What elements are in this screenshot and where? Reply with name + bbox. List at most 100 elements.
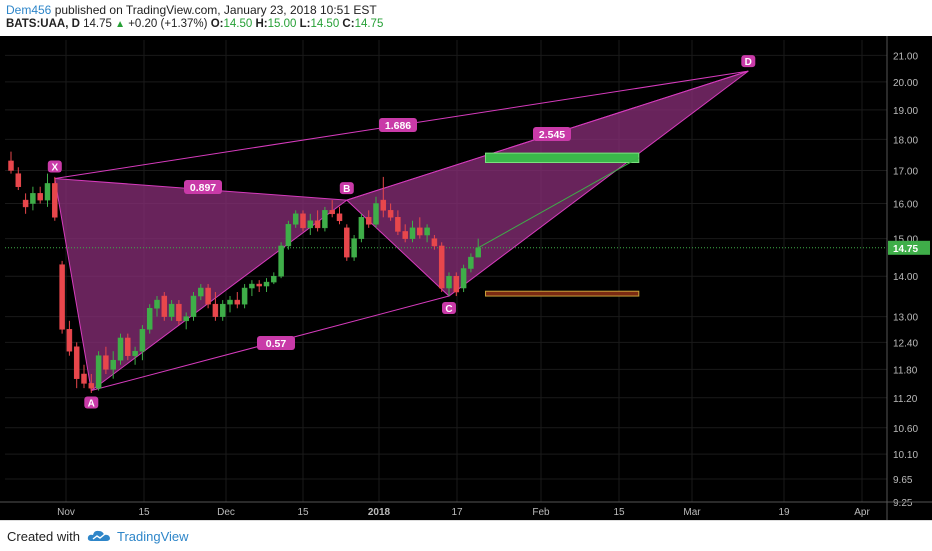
- candle-body: [249, 283, 255, 289]
- candle: [176, 300, 182, 326]
- candle-body: [44, 183, 51, 201]
- tradingview-link[interactable]: TradingView: [117, 529, 189, 544]
- x-tick-label: 15: [138, 507, 150, 518]
- point-label-bg: [339, 182, 354, 195]
- candle-body: [59, 264, 65, 330]
- x-tick-label: 15: [613, 507, 625, 518]
- candle-body: [66, 329, 73, 352]
- candle: [409, 220, 416, 243]
- point-label-text: A: [88, 399, 95, 410]
- point-label-a: A: [84, 396, 99, 410]
- candle-body: [424, 227, 430, 236]
- candle-body: [365, 217, 372, 225]
- y-tick-label: 9.65: [893, 475, 913, 486]
- ratio-label-text: 0.57: [266, 338, 287, 350]
- candle: [146, 304, 153, 334]
- candle-body: [292, 213, 299, 225]
- candle: [344, 224, 350, 261]
- point-label-b: B: [339, 182, 354, 195]
- ratio-label: 0.57: [257, 336, 295, 350]
- time-axis[interactable]: Nov 15 Dec 15 2018 17 Feb 15 Mar 19 Apr: [0, 501, 932, 518]
- candle: [249, 280, 255, 297]
- candle: [402, 224, 408, 243]
- candle-body: [198, 287, 204, 297]
- y-tick-label: 11.20: [893, 394, 918, 405]
- high-label: H:: [255, 18, 268, 30]
- last-price-label: 14.75: [893, 244, 918, 255]
- ratio-label-bg: [184, 180, 222, 194]
- candle-body: [387, 210, 394, 218]
- candle: [132, 346, 138, 365]
- ratio-label-bg: [257, 336, 295, 350]
- price-chart[interactable]: X A B C D 0.897 1.686 0.57 2.545 21.00 20.00 19.00…: [0, 36, 932, 520]
- candle-body: [460, 268, 467, 289]
- candle: [212, 292, 219, 321]
- candle-body: [285, 224, 292, 247]
- candle-body: [117, 337, 124, 361]
- candle: [30, 186, 36, 211]
- candle-body: [88, 383, 95, 389]
- candle-body: [438, 245, 445, 289]
- candle: [8, 151, 14, 174]
- candle-body: [146, 308, 153, 330]
- candle: [373, 196, 379, 228]
- candle: [417, 217, 423, 239]
- candle: [307, 213, 314, 236]
- candle-body: [30, 193, 36, 204]
- candle-body: [380, 199, 387, 211]
- candle-body: [241, 287, 248, 305]
- candle-body: [125, 337, 131, 356]
- x-tick-label: 19: [778, 507, 790, 518]
- candle-body: [234, 299, 241, 305]
- zones: [5, 152, 887, 297]
- point-label-text: X: [51, 163, 58, 174]
- candle-body: [168, 303, 175, 317]
- candle: [300, 210, 306, 232]
- author-link[interactable]: Dem456: [6, 3, 52, 17]
- candle-body: [351, 238, 357, 258]
- candle-body: [300, 213, 306, 229]
- pattern-labels: X A B C D 0.897 1.686 0.57 2.545: [47, 55, 756, 410]
- candle-body: [468, 256, 474, 269]
- ratio-label: 2.545: [533, 127, 571, 141]
- candle-body: [161, 295, 168, 317]
- candle-body: [322, 210, 328, 229]
- candle-body: [73, 346, 80, 379]
- candle-body: [154, 299, 160, 309]
- candle: [59, 260, 65, 334]
- candle-body: [212, 303, 219, 317]
- open-label: O:: [210, 18, 224, 30]
- candle: [358, 213, 365, 243]
- candle-body: [329, 210, 335, 215]
- candle-body: [183, 316, 189, 322]
- y-tick-label: 11.80: [893, 365, 918, 376]
- candle: [66, 320, 73, 356]
- target-zone: [485, 152, 640, 164]
- candle: [424, 224, 430, 243]
- x-tick-label: Dec: [217, 507, 235, 518]
- candle-body: [256, 283, 262, 287]
- symbol-info: BATS:UAA, D 14.75 ▲ +0.20 (+1.37%) O:14.…: [6, 18, 383, 30]
- candle: [475, 238, 481, 258]
- candle: [95, 351, 102, 391]
- ratio-label: 0.897: [184, 180, 222, 194]
- ratio-label-text: 0.897: [190, 182, 216, 194]
- candle: [110, 351, 116, 379]
- low-value: 14.50: [310, 18, 340, 30]
- point-label-text: B: [343, 184, 350, 195]
- price-axis[interactable]: 21.00 20.00 19.00 18.00 17.00 16.00 15.00 14.00…: [886, 36, 930, 520]
- publish-info: Dem456 published on TradingView.com, Jan…: [6, 3, 377, 17]
- last-price: 14.75: [83, 18, 112, 30]
- candle-body: [344, 227, 350, 258]
- y-tick-label: 10.10: [893, 450, 918, 461]
- point-label-d: D: [741, 55, 756, 68]
- candle: [227, 296, 233, 313]
- close-label: C:: [342, 18, 355, 30]
- candle-body: [81, 373, 87, 384]
- candle-body: [110, 359, 116, 370]
- last-price-box: [888, 240, 930, 255]
- published-text: published on TradingView.com, January 23…: [54, 3, 377, 17]
- candle-body: [219, 303, 226, 317]
- point-label-bg: [47, 160, 62, 173]
- candle-body: [139, 329, 146, 352]
